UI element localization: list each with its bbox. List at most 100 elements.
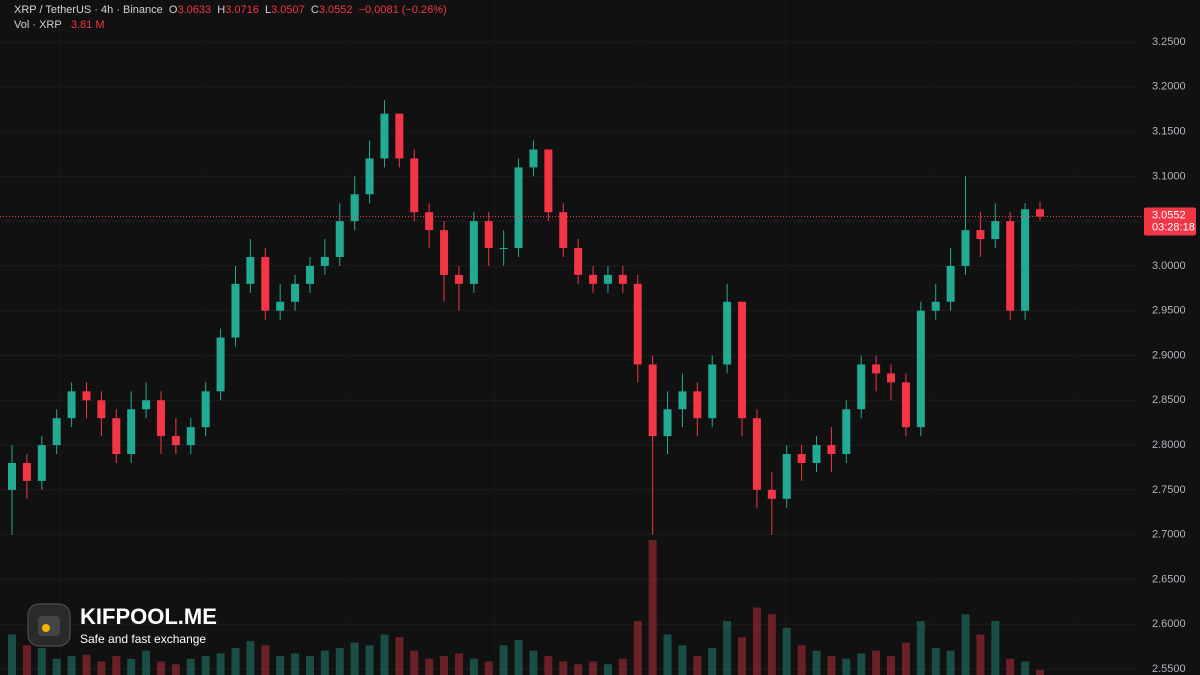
candle-body <box>887 373 896 383</box>
volume-bar <box>887 656 896 675</box>
ohlc-value: 3.0716 <box>225 4 259 16</box>
candle-body <box>142 400 151 410</box>
volume-bar <box>574 664 583 675</box>
volume-bar <box>171 664 180 675</box>
candle-body <box>246 256 255 284</box>
candle-body <box>1036 209 1044 217</box>
volume-bar <box>425 658 434 675</box>
candle-body <box>425 212 434 231</box>
volume-bar <box>872 650 881 675</box>
volume-bar <box>603 664 612 675</box>
candle-body <box>22 462 31 481</box>
candle-body <box>395 113 404 159</box>
candle-body <box>678 391 687 410</box>
volume-bar <box>559 661 568 675</box>
y-tick-label: 3.0000 <box>1152 260 1186 272</box>
volume-bar <box>1021 661 1030 675</box>
volume-bar <box>410 650 419 675</box>
watermark: KIFPOOL.ME Safe and fast exchange <box>26 602 217 648</box>
legend-row: XRP / TetherUS · 4h · Binance O3.0633 H3… <box>14 3 447 18</box>
last-price-label: 3.0552 <box>1152 209 1186 221</box>
ohlc-key: C <box>310 4 319 16</box>
volume-bar <box>544 656 553 675</box>
volume-bar <box>961 614 970 675</box>
volume-bar <box>723 621 732 675</box>
volume-bar <box>499 645 508 675</box>
y-tick-label: 3.1500 <box>1152 125 1186 137</box>
candle-body <box>469 221 478 284</box>
candle-body <box>991 221 1000 240</box>
ohlc-value: 3.0507 <box>271 4 305 16</box>
candle-body <box>350 194 359 222</box>
candle-body <box>589 274 598 284</box>
candle-body <box>618 274 627 284</box>
candle-body <box>723 301 732 365</box>
volume-bar <box>22 645 31 675</box>
volume-bar <box>276 656 285 675</box>
volume-bar <box>52 658 61 675</box>
candle-body <box>752 418 761 490</box>
candle-body <box>8 462 16 490</box>
ohlc-key: H <box>217 4 226 16</box>
volume-bar <box>589 661 598 675</box>
candle-body <box>693 391 702 419</box>
volume-bar <box>350 642 359 675</box>
volume-bar <box>67 656 76 675</box>
volume-bar <box>216 653 225 675</box>
candle-body <box>216 337 225 392</box>
candle-body <box>633 283 642 365</box>
candle-body <box>499 248 508 250</box>
volume-bar <box>514 639 523 675</box>
ohlc-key: L <box>264 4 272 16</box>
watermark-title: KIFPOOL.ME <box>80 604 217 629</box>
candle-body <box>380 113 389 159</box>
candle-body <box>97 400 106 419</box>
candle-body <box>708 364 717 419</box>
candle-body <box>484 221 493 249</box>
legend: XRP / TetherUS · 4h · Binance O3.0633 H3… <box>14 3 447 33</box>
change: −0.0081 (−0.26%) <box>358 4 447 16</box>
volume-bar <box>529 650 538 675</box>
candle-body <box>1021 209 1030 311</box>
volume-bar <box>365 645 374 675</box>
y-tick-label: 2.9000 <box>1152 349 1186 361</box>
candle-body <box>440 230 449 275</box>
volume-bar <box>440 656 449 675</box>
logo-dot <box>42 624 50 632</box>
volume-bar <box>618 658 627 675</box>
volume-bar <box>97 661 106 675</box>
volume-bar <box>484 661 493 675</box>
volume-bar <box>469 658 478 675</box>
volume-bar <box>931 648 940 675</box>
volume-bar <box>916 621 925 675</box>
candle-body <box>365 158 374 195</box>
candle-body <box>961 230 970 266</box>
ohlc-key: O <box>168 4 178 16</box>
volume-bar <box>335 648 344 675</box>
volume-bar <box>156 661 165 675</box>
candle-body <box>812 445 821 463</box>
candle-body <box>559 212 568 249</box>
volume-bar <box>305 656 314 675</box>
candle-body <box>872 364 881 374</box>
volume-bar <box>1006 658 1015 675</box>
candle-body <box>901 382 910 428</box>
candle-body <box>544 149 553 213</box>
volume-bar <box>752 607 761 675</box>
candle-body <box>156 400 165 437</box>
candle-body <box>916 310 925 428</box>
candle-body <box>410 158 419 213</box>
candle-body <box>201 391 210 428</box>
candle-body <box>112 418 121 455</box>
y-tick-label: 2.5500 <box>1152 663 1186 675</box>
candle-body <box>529 149 538 168</box>
volume-bar <box>976 634 985 675</box>
volume-value: 3.81 M <box>70 19 105 31</box>
candle-body <box>514 167 523 249</box>
candle-body <box>127 409 136 455</box>
volume-bar <box>454 653 463 675</box>
candle-body <box>171 436 180 446</box>
last-price-box <box>1144 207 1196 236</box>
volume-bar <box>1036 669 1044 675</box>
